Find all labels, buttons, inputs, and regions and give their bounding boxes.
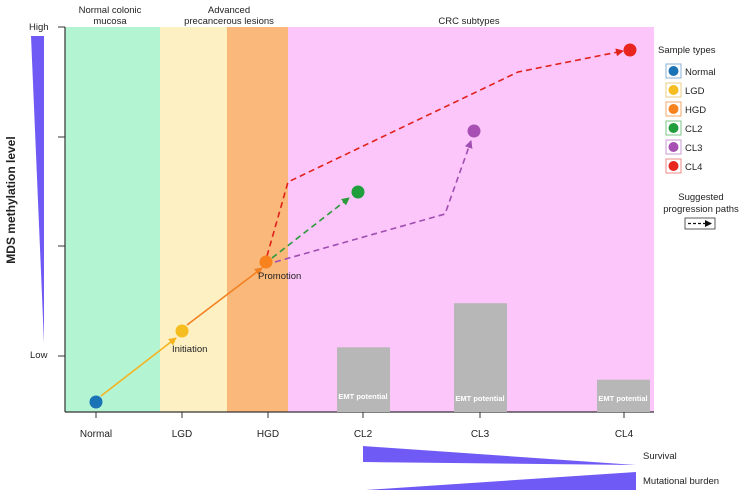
zone-label-crc: CRC subtypes: [438, 16, 499, 27]
point-normal: [89, 395, 103, 409]
zone-label-normal-1: Normal colonic: [79, 5, 142, 16]
promotion-label: Promotion: [258, 271, 301, 282]
x-tick-label-cl4: CL4: [615, 429, 634, 440]
survival-wedge: [363, 446, 636, 465]
emt-bar-cl3: [454, 303, 507, 412]
x-tick-label-lgd: LGD: [172, 429, 193, 440]
emt-bar-cl2: [337, 347, 390, 412]
emt-label-cl3: EMT potential: [455, 394, 504, 403]
legend-title: Sample types: [658, 45, 716, 56]
x-tick-label-normal: Normal: [80, 429, 112, 440]
legend-item-lgd: LGD: [665, 82, 705, 98]
point-cl2: [351, 185, 365, 199]
x-tick-label-hgd: HGD: [257, 429, 279, 440]
zone-label-advanced-1: Advanced: [208, 5, 250, 16]
y-axis-wedge: [31, 36, 44, 343]
arrow-lgd-to-hgd: [186, 267, 263, 326]
emt-label-cl4: EMT potential: [598, 394, 647, 403]
arrow-hgd-to-cl4: [266, 48, 624, 257]
zone-label-advanced-2: precancerous lesions: [184, 16, 274, 27]
y-high-label: High: [29, 22, 49, 33]
arrow-hgd-to-cl2: [271, 197, 350, 259]
emt-label-cl2: EMT potential: [338, 392, 387, 401]
zone-lgd: [160, 27, 227, 412]
y-axis-label: MDS methylation level: [4, 136, 18, 263]
survival-label: Survival: [643, 451, 677, 462]
legend-swatch-lgd: [668, 85, 679, 95]
legend-item-cl3: CL3: [665, 139, 702, 155]
legend-swatch-hgd: [668, 104, 679, 114]
legend-swatch-normal: [668, 66, 679, 76]
point-hgd: [259, 255, 273, 269]
x-tick-label-cl3: CL3: [471, 429, 490, 440]
legend-swatch-cl3: [668, 142, 679, 152]
arrow-normal-to-lgd: [100, 337, 177, 397]
legend-label-normal: Normal: [685, 67, 716, 78]
legend-swatch-cl4: [668, 161, 679, 171]
legend-swatch-cl2: [668, 123, 679, 133]
legend-item-normal: Normal: [665, 63, 716, 79]
legend-paths-title-2: progression paths: [663, 204, 739, 215]
zone-normal-mucosa: [65, 27, 160, 412]
mutational-burden-label: Mutational burden: [643, 476, 719, 487]
legend-item-cl4: CL4: [665, 158, 702, 174]
legend-label-lgd: LGD: [685, 86, 705, 97]
legend-label-cl3: CL3: [685, 143, 702, 154]
legend-label-hgd: HGD: [685, 105, 706, 116]
emt-bar-cl4: [597, 379, 650, 412]
legend-item-hgd: HGD: [665, 101, 706, 117]
legend-item-cl2: CL2: [665, 120, 702, 136]
legend-label-cl2: CL2: [685, 124, 702, 135]
zone-label-normal-2: mucosa: [93, 16, 127, 27]
y-low-label: Low: [30, 350, 48, 361]
legend-paths-title-1: Suggested: [678, 192, 723, 203]
point-cl4: [623, 43, 637, 57]
point-cl3: [467, 124, 481, 138]
initiation-label: Initiation: [172, 344, 207, 355]
legend-label-cl4: CL4: [685, 162, 702, 173]
x-tick-label-cl2: CL2: [354, 429, 373, 440]
point-lgd: [175, 324, 189, 338]
zone-hgd: [227, 27, 288, 412]
mutational-burden-wedge: [366, 472, 636, 490]
